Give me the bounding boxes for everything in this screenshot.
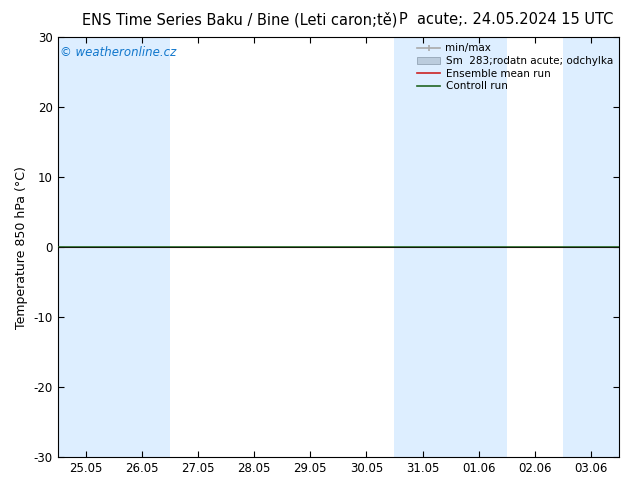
Bar [394,37,507,457]
Legend: min/max, Sm  283;rodatn acute; odchylka, Ensemble mean run, Controll run: min/max, Sm 283;rodatn acute; odchylka, … [413,39,617,96]
Bar [563,37,619,457]
Bar [58,37,170,457]
Text: ENS Time Series Baku / Bine (Leti caron;tě): ENS Time Series Baku / Bine (Leti caron;… [82,12,398,28]
Text: P  acute;. 24.05.2024 15 UTC: P acute;. 24.05.2024 15 UTC [399,12,614,27]
Text: © weatheronline.cz: © weatheronline.cz [60,46,177,58]
Y-axis label: Temperature 850 hPa (°C): Temperature 850 hPa (°C) [15,166,28,329]
